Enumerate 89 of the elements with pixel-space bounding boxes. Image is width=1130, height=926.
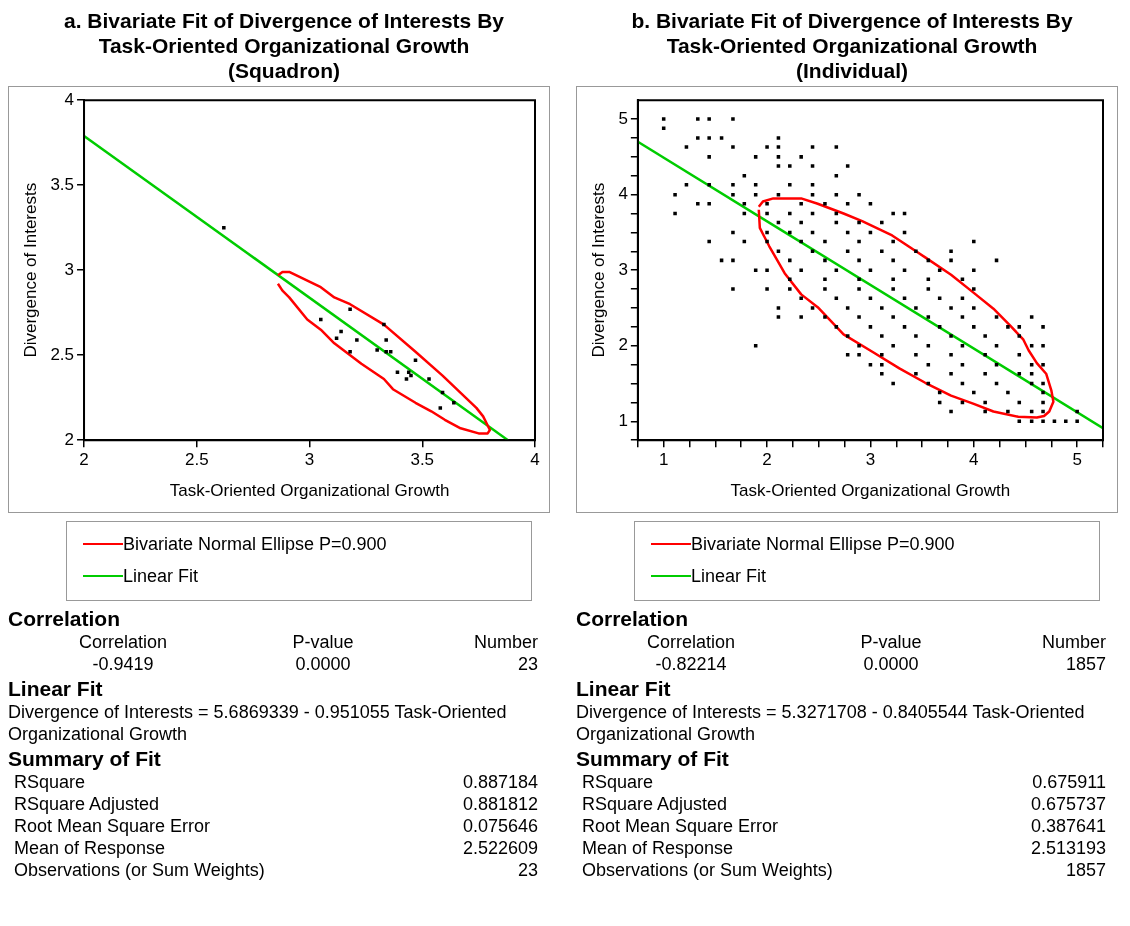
point: [319, 317, 323, 322]
y-tick-label: 4: [64, 89, 75, 109]
point: [404, 377, 409, 381]
text: 0.075646: [462, 815, 538, 837]
y-tick-label: 2: [64, 429, 75, 449]
text: RSquare: [14, 771, 86, 793]
text: Summary of Fit: [8, 747, 162, 771]
y-tick-label: 2.5: [50, 344, 75, 364]
text: 0.675911: [1032, 771, 1106, 793]
text: RSquare: [582, 771, 654, 793]
point: [334, 336, 339, 340]
x-tick-label: 3: [304, 450, 315, 470]
text: Root Mean Square Error: [582, 815, 779, 837]
text: Linear Fit: [8, 677, 104, 701]
point: [355, 338, 359, 342]
chart-title: a. Bivariate Fit of Divergence of Interests By Task-Oriented Organizational Growth (Squadron): [63, 8, 505, 84]
text: 0.675737: [1030, 793, 1106, 815]
point: [438, 406, 443, 410]
point: [388, 350, 393, 354]
text: Correlation: [77, 631, 168, 653]
legend-label: Linear Fit: [691, 565, 767, 587]
text: RSquare Adjusted: [582, 793, 728, 815]
y-axis-title: Divergence of Interests: [588, 182, 608, 358]
text: -0.9419: [91, 653, 155, 675]
y-tick-label: 5: [618, 108, 628, 128]
text: -0.82214: [654, 653, 728, 675]
text: Correlation: [8, 607, 121, 631]
point: [384, 338, 388, 342]
text: P-value: [859, 631, 923, 653]
point: [384, 350, 388, 354]
x-tick-label: 2: [79, 450, 89, 470]
legend-label: Bivariate Normal Ellipse P=0.900: [123, 533, 387, 555]
point: [452, 401, 456, 405]
text: 0.387641: [1030, 815, 1106, 837]
text: Number: [1040, 631, 1106, 653]
legend-label: Bivariate Normal Ellipse P=0.900: [691, 533, 955, 555]
point: [427, 377, 431, 381]
text: Divergence of Interests = 5.6869339 - 0.951055 Task-Oriented Organizational Growth: [8, 701, 508, 745]
point: [222, 225, 226, 230]
text: Linear Fit: [576, 677, 672, 701]
text: Correlation: [576, 607, 689, 631]
point: [382, 322, 386, 327]
x-tick-label: 2.5: [184, 450, 209, 470]
x-axis-title: Task-Oriented Organizational Growth: [730, 481, 1011, 501]
text: Mean of Response: [14, 837, 166, 859]
y-tick-label: 3.5: [50, 174, 75, 194]
text: Correlation: [645, 631, 736, 653]
point: [375, 348, 379, 352]
x-tick-label: 4: [969, 450, 979, 470]
y-axis-title: Divergence of Interests: [20, 182, 40, 358]
legend-label: Linear Fit: [123, 565, 199, 587]
text: P-value: [291, 631, 355, 653]
point: [348, 307, 352, 312]
x-tick-label: 3.5: [410, 450, 435, 470]
text: 0.0000: [294, 653, 352, 675]
text: 23: [517, 859, 538, 881]
text: 2.513193: [1030, 837, 1106, 859]
y-tick-label: 3: [618, 259, 628, 279]
y-tick-label: 3: [64, 259, 75, 279]
text: 0.881812: [462, 793, 538, 815]
text: 23: [516, 653, 538, 675]
x-tick-label: 3: [865, 450, 876, 470]
x-tick-label: 4: [530, 450, 540, 470]
x-tick-label: 2: [762, 450, 772, 470]
point: [395, 370, 400, 374]
y-tick-label: 1: [618, 411, 628, 430]
text: RSquare Adjusted: [14, 793, 160, 815]
x-tick-label: 5: [1072, 450, 1082, 470]
text: Observations (or Sum Weights): [582, 859, 833, 881]
text: Number: [472, 631, 538, 653]
point: [409, 373, 413, 378]
point: [339, 329, 343, 334]
text: 0.887184: [462, 771, 538, 793]
y-tick-label: 4: [618, 184, 628, 204]
y-tick-label: 2: [618, 335, 628, 355]
text: 1857: [1064, 653, 1106, 675]
point: [348, 350, 352, 354]
text: 2.522609: [462, 837, 538, 859]
x-tick-label: 1: [658, 450, 669, 470]
text: 0.0000: [862, 653, 920, 675]
point: [406, 370, 411, 374]
text: 1857: [1065, 859, 1106, 881]
text: Mean of Response: [582, 837, 734, 859]
text: Root Mean Square Error: [14, 815, 211, 837]
chart-title: b. Bivariate Fit of Divergence of Interests By Task-Oriented Organizational Growth (Individual): [630, 8, 1074, 84]
x-axis-title: Task-Oriented Organizational Growth: [169, 481, 450, 501]
text: Divergence of Interests = 5.3271708 - 0.8405544 Task-Oriented Organizational Growth: [576, 701, 1086, 745]
text: Observations (or Sum Weights): [14, 859, 265, 881]
text: Summary of Fit: [576, 747, 730, 771]
